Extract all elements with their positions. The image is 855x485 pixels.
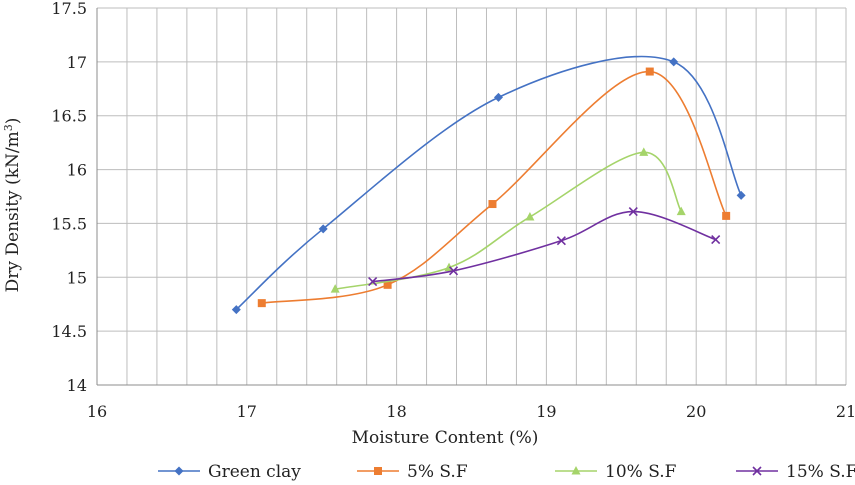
y-tick-label: 17.5 <box>51 0 87 18</box>
data-point-5-s-f <box>722 211 731 220</box>
legend-label-5-s-f: 5% S.F <box>407 462 468 482</box>
x-tick-label: 17 <box>237 402 257 421</box>
legend-marker-10-s-f <box>571 466 581 475</box>
y-tick-label: 17 <box>67 53 87 72</box>
x-tick-label: 16 <box>87 402 107 421</box>
y-tick-label: 16.5 <box>51 107 87 126</box>
y-axis-title-close: ) <box>3 118 23 125</box>
x-axis-title: Moisture Content (%) <box>352 428 539 448</box>
data-point-5-s-f <box>488 200 497 209</box>
data-point-5-s-f <box>383 280 392 289</box>
y-axis-title: Dry Density (kN/m3) <box>2 118 24 293</box>
x-tick-label: 19 <box>536 402 556 421</box>
data-point-10-s-f <box>525 211 535 221</box>
legend-marker-5-s-f <box>374 467 382 475</box>
data-point-5-s-f <box>257 299 266 308</box>
grid <box>96 7 847 386</box>
legend-label-green-clay: Green clay <box>208 462 301 482</box>
x-tick-label: 21 <box>836 402 855 421</box>
series-layer <box>231 55 746 315</box>
data-point-green-clay <box>231 305 241 315</box>
series-line-10-s-f <box>335 151 682 290</box>
x-tick-label: 20 <box>686 402 706 421</box>
data-point-15-s-f <box>368 277 378 287</box>
data-point-10-s-f <box>330 284 340 293</box>
tick-labels: 16 17 18 19 20 21 14 14.5 15 15.5 16 16.5 17 17.5 <box>51 0 855 421</box>
y-axis-title-sup: 3 <box>2 124 15 131</box>
y-tick-label: 16 <box>67 161 87 180</box>
legend-marker-green-clay <box>174 466 184 476</box>
data-point-green-clay <box>318 224 328 234</box>
data-point-green-clay <box>493 92 503 102</box>
legend-label-15-s-f: 15% S.F <box>786 462 855 482</box>
data-point-15-s-f <box>448 266 459 276</box>
legend: Green clay 5% S.F 10% S.F 15% S.F <box>158 462 855 482</box>
data-point-10-s-f <box>676 206 686 216</box>
legend-marker-15-s-f <box>752 466 762 476</box>
data-point-green-clay <box>669 57 679 67</box>
series-line-15-s-f <box>372 210 716 283</box>
y-tick-label: 14.5 <box>51 322 87 341</box>
axes <box>96 8 846 386</box>
series-line-5-s-f <box>261 70 727 304</box>
data-point-15-s-f <box>628 207 638 217</box>
data-point-green-clay <box>736 190 746 200</box>
y-tick-label: 14 <box>67 376 87 395</box>
y-tick-label: 15 <box>67 268 87 287</box>
y-axis-title-main: Dry Density (kN/m <box>3 131 23 292</box>
data-point-15-s-f <box>711 235 721 245</box>
y-tick-label: 15.5 <box>51 214 87 233</box>
data-point-15-s-f <box>556 236 566 246</box>
series-line-green-clay <box>235 55 742 311</box>
x-tick-label: 18 <box>386 402 406 421</box>
legend-label-10-s-f: 10% S.F <box>605 462 677 482</box>
data-point-10-s-f <box>639 147 649 156</box>
data-point-5-s-f <box>645 67 654 76</box>
